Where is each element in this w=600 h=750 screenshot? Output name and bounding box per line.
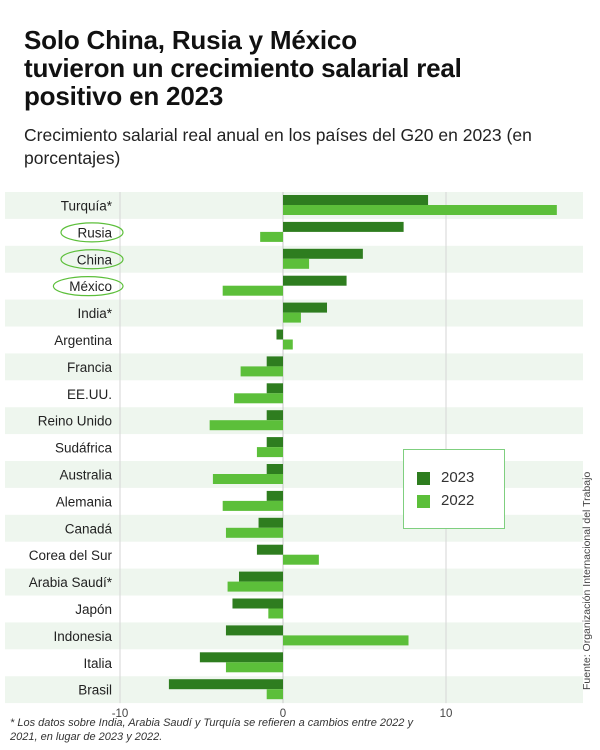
category-label: Reino Unido xyxy=(38,414,112,429)
category-label: Alemania xyxy=(56,494,113,509)
bar-2023 xyxy=(266,356,283,367)
category-label: Francia xyxy=(67,360,113,375)
legend-label-2022: 2022 xyxy=(441,492,475,509)
bar-2022 xyxy=(209,420,283,431)
bar-2022 xyxy=(256,447,283,458)
source-text: Fuente: Organización Internacional del T… xyxy=(581,471,593,690)
bar-2023 xyxy=(232,598,283,609)
category-label: Japón xyxy=(75,602,112,617)
legend: 2023 2022 xyxy=(403,449,505,529)
category-label: India* xyxy=(77,306,112,321)
bar-2023 xyxy=(238,571,283,582)
category-label: EE.UU. xyxy=(67,387,112,402)
category-label: Rusia xyxy=(77,225,112,240)
bar-2023 xyxy=(258,517,283,528)
category-label: Italia xyxy=(83,656,112,671)
category-label: Indonesia xyxy=(53,629,112,644)
row-band xyxy=(5,568,583,596)
bar-2022 xyxy=(283,258,310,269)
footnote: * Los datos sobre India, Arabia Saudí y … xyxy=(10,717,413,743)
bar-2022 xyxy=(283,339,293,350)
highlight-circle xyxy=(60,222,124,243)
legend-swatch-2023 xyxy=(417,472,430,485)
bar-2023 xyxy=(266,410,283,421)
bar-2023 xyxy=(266,490,283,501)
bar-2022 xyxy=(283,205,557,215)
bar-2023 xyxy=(199,652,283,663)
bar-2023 xyxy=(276,329,283,340)
bar-2022 xyxy=(240,366,283,377)
bar-2023 xyxy=(283,221,404,232)
tick-label: 0 xyxy=(280,708,286,720)
bar-2023 xyxy=(168,679,283,690)
bar-2023 xyxy=(266,437,283,448)
row-band xyxy=(5,353,583,381)
chart-subtitle: Crecimiento salarial real anual en los p… xyxy=(24,125,532,168)
category-label: Sudáfrica xyxy=(55,441,113,456)
bar-2023 xyxy=(283,302,328,313)
bar-2022 xyxy=(266,689,283,700)
row-band xyxy=(5,407,583,435)
bar-2022 xyxy=(225,662,283,673)
bar-2023 xyxy=(225,625,283,636)
bar-2023 xyxy=(283,195,429,205)
tick-label: -10 xyxy=(112,708,129,720)
highlight-circle xyxy=(52,276,124,297)
bar-2022 xyxy=(234,393,283,404)
category-label: Arabia Saudí* xyxy=(29,575,113,590)
tick-label: 10 xyxy=(440,708,453,720)
bar-2022 xyxy=(222,285,283,296)
category-label: Argentina xyxy=(54,333,112,348)
category-label: Brasil xyxy=(78,683,112,698)
bar-2022 xyxy=(260,231,283,242)
bar-2022 xyxy=(268,608,283,619)
bar-2022 xyxy=(212,474,283,484)
highlight-circle xyxy=(60,249,124,270)
bar-2022 xyxy=(283,554,319,565)
legend-swatch-2022 xyxy=(417,495,430,508)
bar-2022 xyxy=(225,527,283,538)
chart-title: Solo China, Rusia y México tuvieron un c… xyxy=(24,25,462,111)
row-band xyxy=(5,676,583,704)
bar-2022 xyxy=(283,635,409,646)
category-label: Canadá xyxy=(65,521,113,536)
bar-2022 xyxy=(283,312,301,323)
bar-2022 xyxy=(222,500,283,511)
bar-2023 xyxy=(266,383,283,394)
bar-2023 xyxy=(283,248,363,259)
category-label: China xyxy=(77,252,113,267)
category-label: Turquía* xyxy=(61,198,113,213)
bar-2023 xyxy=(283,275,347,286)
category-label: Corea del Sur xyxy=(29,548,113,563)
bar-2023 xyxy=(256,544,283,555)
bar-2023 xyxy=(266,464,283,474)
legend-label-2023: 2023 xyxy=(441,469,475,486)
category-label: México xyxy=(69,279,112,294)
bar-2022 xyxy=(227,581,283,592)
category-label: Australia xyxy=(59,467,112,482)
